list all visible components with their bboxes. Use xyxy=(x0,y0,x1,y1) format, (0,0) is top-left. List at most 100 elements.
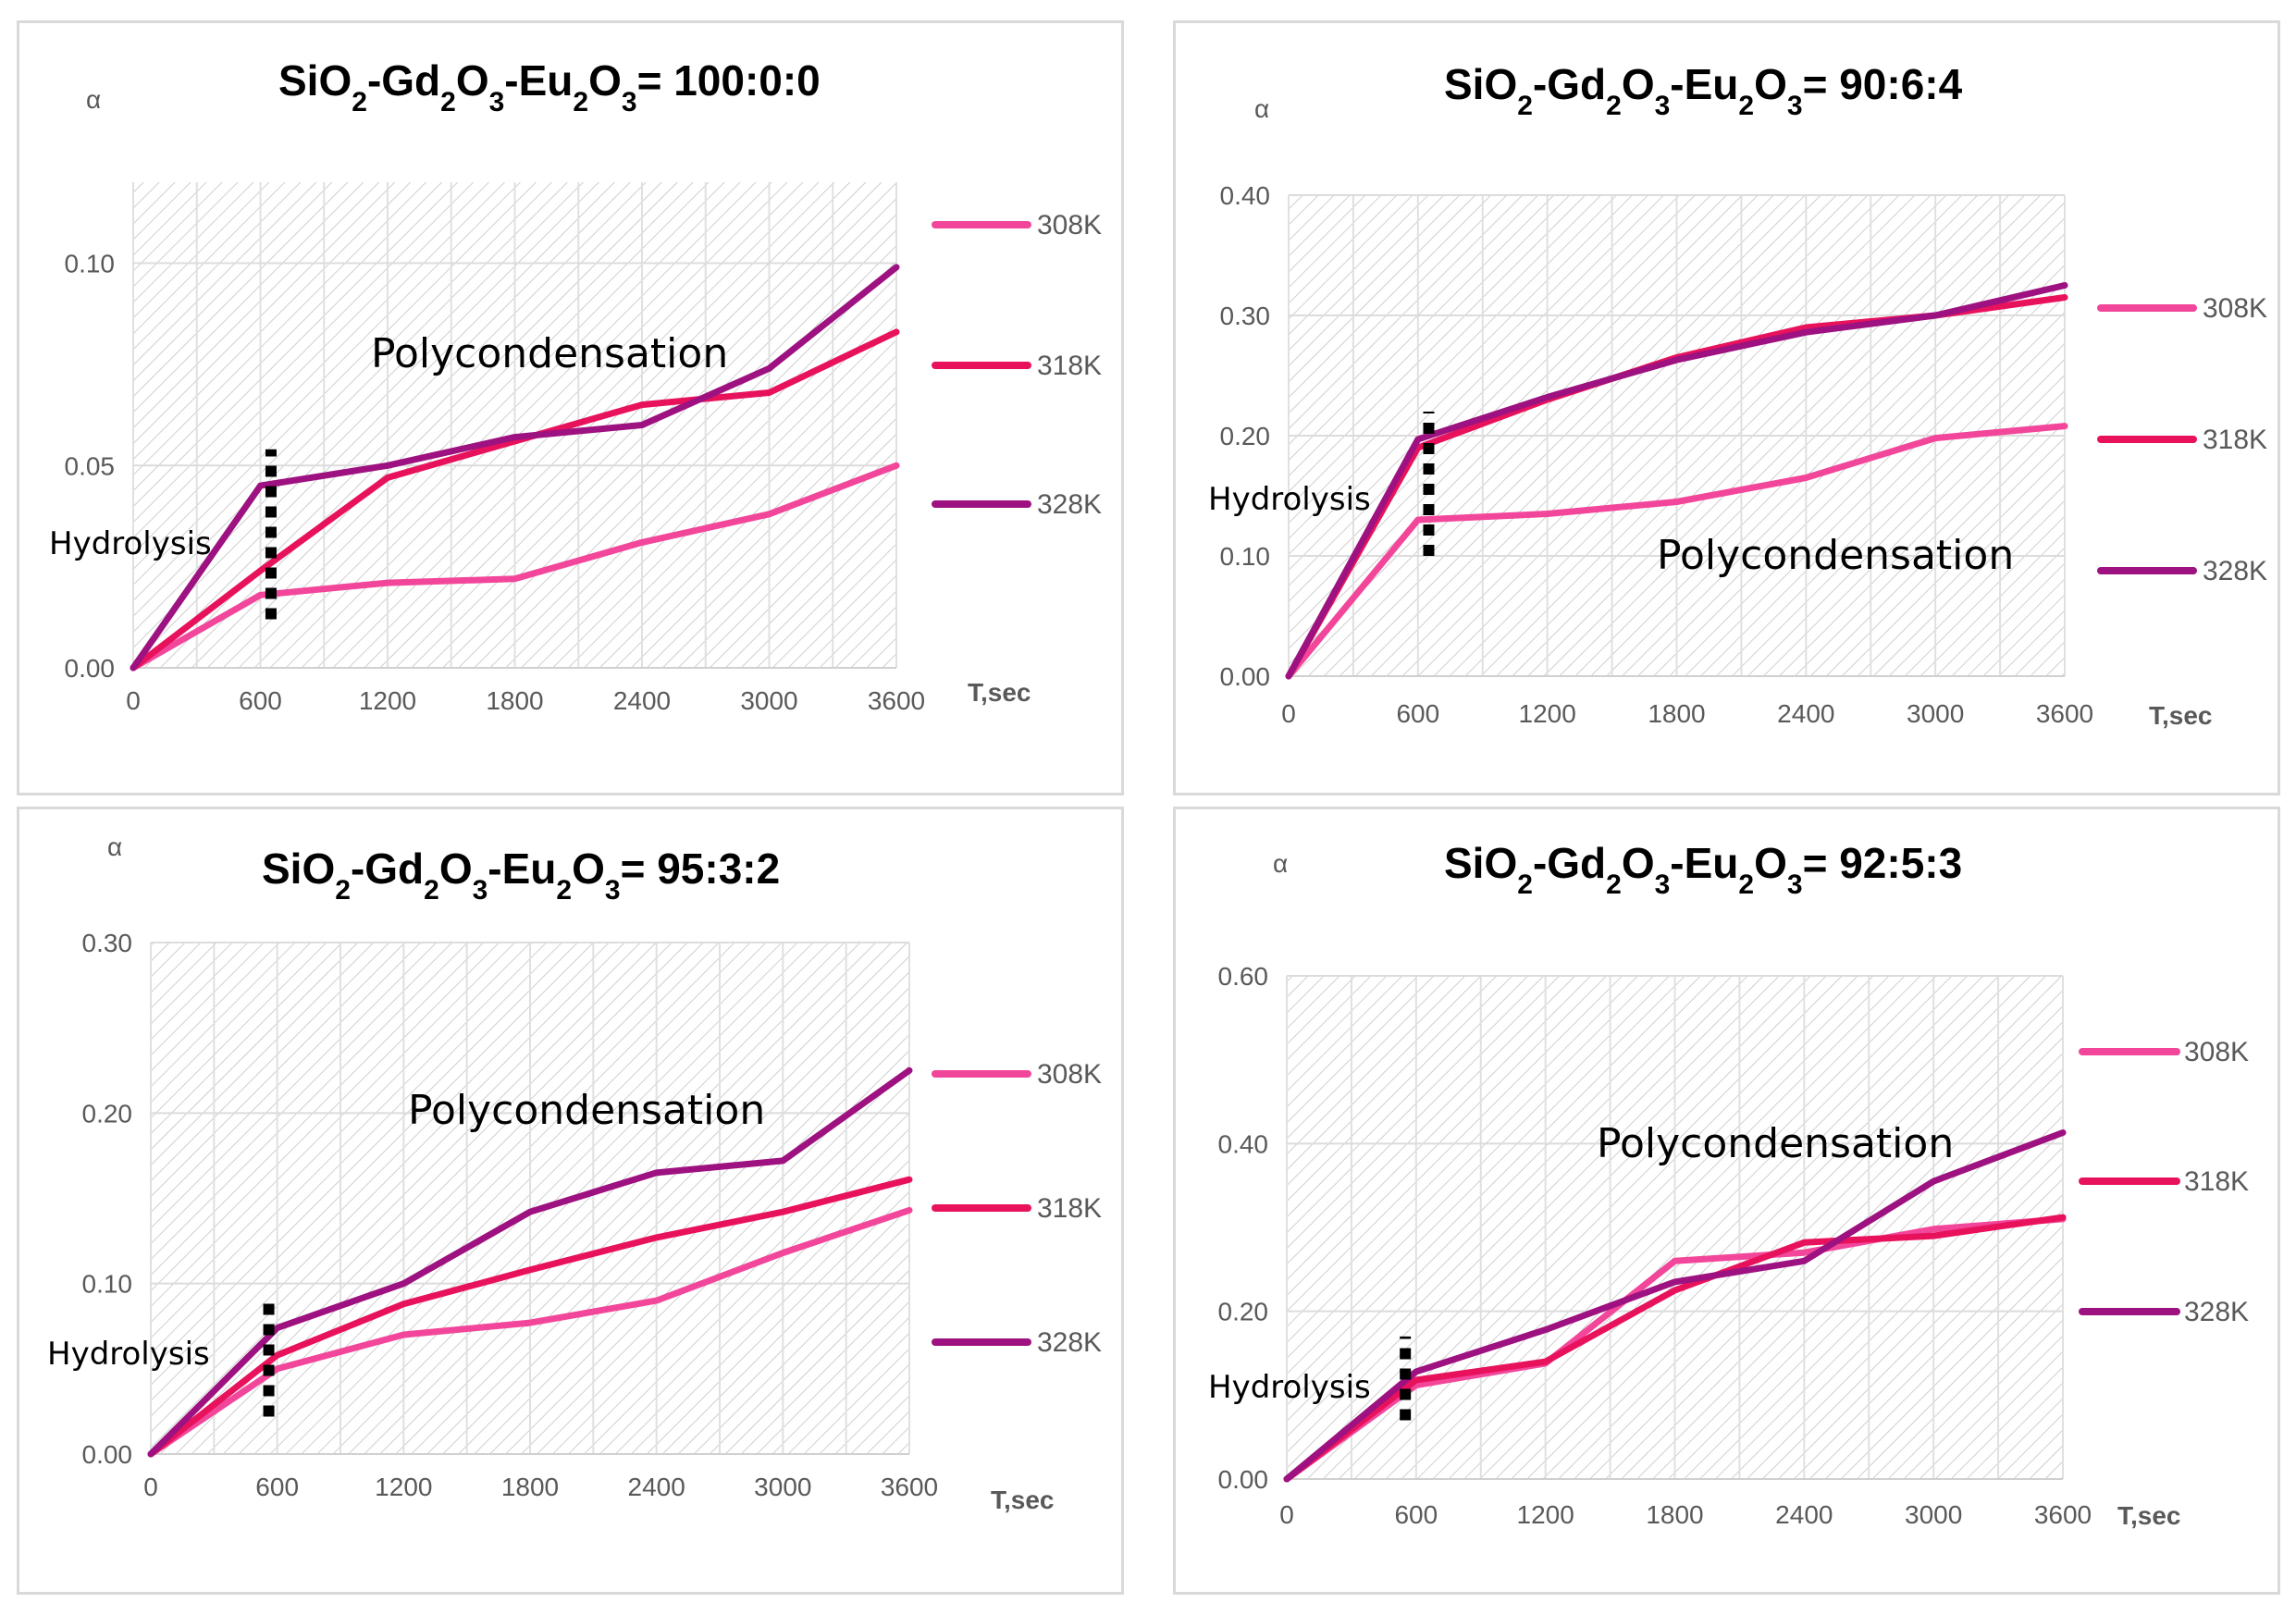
x-tick-label: 3000 xyxy=(754,1473,811,1501)
legend-label-318K: 318K xyxy=(2184,1166,2249,1197)
legend-label-308K: 308K xyxy=(2203,293,2267,324)
y-tick-label: 0.00 xyxy=(1220,662,1271,691)
chart-svg: SiO2-Gd2O3-Eu2O3= 95:3:2 α 0.00 0.10 0.20 0… xyxy=(47,832,1102,1514)
x-tick-label: 3000 xyxy=(1905,1500,1962,1529)
x-tick-label: 1800 xyxy=(486,686,543,715)
y-tick-label: 0.20 xyxy=(82,1099,133,1128)
hydrolysis-label: Hydrolysis xyxy=(1208,1369,1371,1406)
series-group xyxy=(1285,282,2068,680)
grid xyxy=(1288,194,2066,677)
x-tick-label: 3600 xyxy=(2036,699,2093,728)
legend-label-328K: 328K xyxy=(1037,1327,1102,1358)
chart-panel-92-5-3: SiO2-Gd2O3-Eu2O3= 92:5:3 α 0.00 0.20 0.40 0… xyxy=(1173,807,2280,1595)
series-line-318K xyxy=(147,1176,913,1458)
series-line-308K xyxy=(1283,1215,2067,1483)
series-line-328K xyxy=(147,1066,913,1458)
y-tick-label: 0.10 xyxy=(65,250,116,278)
polycondensation-label: Polycondensation xyxy=(371,330,728,377)
polycondensation-label: Polycondensation xyxy=(408,1087,765,1134)
x-tick-label: 2400 xyxy=(613,686,671,715)
hydrolysis-label: Hydrolysis xyxy=(1208,481,1371,518)
polycondensation-label: Polycondensation xyxy=(1597,1120,1954,1167)
y-ticks: 0.00 0.10 0.20 0.30 xyxy=(82,929,133,1469)
x-tick-label: 1200 xyxy=(375,1473,432,1501)
x-axis-label: T,sec xyxy=(968,678,1031,707)
chart-svg: SiO2-Gd2O3-Eu2O3= 90:6:4 α 0.000.100.200… xyxy=(1208,60,2267,730)
x-tick-label: 600 xyxy=(239,686,282,715)
y-ticks: 0.00 0.10 0.20 0.30 0.40 xyxy=(1220,181,1271,691)
x-tick-label: 3600 xyxy=(868,686,925,715)
x-tick-label: 1200 xyxy=(1517,1500,1574,1529)
legend-label-328K: 328K xyxy=(2203,556,2267,586)
legend-label-328K: 328K xyxy=(1037,489,1102,520)
x-tick-label: 600 xyxy=(255,1473,299,1501)
chart-title: SiO2-Gd2O3-Eu2O3= 100:0:0 xyxy=(278,56,821,117)
series-line-308K xyxy=(1285,423,2068,680)
x-tick-label: 1200 xyxy=(1519,699,1576,728)
x-tick-label: 0 xyxy=(126,686,141,715)
y-axis-label: α xyxy=(86,85,101,114)
y-tick-label: 0.20 xyxy=(1218,1298,1269,1326)
chart-panel-90-6-4: SiO2-Gd2O3-Eu2O3= 90:6:4 α 0.00 0.10 0.20 0… xyxy=(1173,20,2280,795)
legend: 308K 318K 328K xyxy=(932,210,1102,520)
legend-label-328K: 328K xyxy=(2184,1297,2249,1327)
series-group xyxy=(1283,1129,2067,1483)
series-line-318K xyxy=(130,328,900,672)
hydrolysis-label: Hydrolysis xyxy=(47,1336,210,1373)
x-tick-label: 0 xyxy=(1279,1500,1294,1529)
x-tick-label: 2400 xyxy=(628,1473,685,1501)
x-tick-label: 2400 xyxy=(1777,699,1834,728)
chart-title: SiO2-Gd2O3-Eu2O3= 95:3:2 xyxy=(262,844,780,906)
series-line-328K xyxy=(1285,282,2068,680)
x-tick-label: 600 xyxy=(1394,1500,1438,1529)
y-tick-label: 0.00 xyxy=(82,1440,133,1469)
x-ticks: 0 600 1200 1800 2400 3000 3600 xyxy=(143,1473,938,1501)
y-tick-label: 0.10 xyxy=(1220,542,1271,571)
y-axis-label: α xyxy=(1254,94,1269,123)
y-tick-label: 0.10 xyxy=(82,1270,133,1299)
y-ticks: 0.00 0.20 0.40 0.60 xyxy=(1218,962,1269,1494)
legend-label-318K: 318K xyxy=(1037,1193,1102,1224)
x-tick-label: 3000 xyxy=(740,686,797,715)
chart-title: SiO2-Gd2O3-Eu2O3= 90:6:4 xyxy=(1444,60,1963,121)
chart-svg: SiO2-Gd2O3-Eu2O3= 92:5:3 α 0.000.200.400… xyxy=(1208,839,2249,1530)
y-tick-label: 0.00 xyxy=(1218,1465,1269,1494)
y-tick-label: 0.20 xyxy=(1220,422,1271,450)
chart-panel-95-3-2: SiO2-Gd2O3-Eu2O3= 95:3:2 α 0.00 0.10 0.20 0… xyxy=(17,807,1124,1595)
chart-title: SiO2-Gd2O3-Eu2O3= 92:5:3 xyxy=(1444,839,1962,900)
series-line-328K xyxy=(130,264,900,672)
series-line-308K xyxy=(147,1206,913,1458)
chart-panel-100-0-0: SiO2-Gd2O3-Eu2O3= 100:0:0 α 0.00 0.05 0.10… xyxy=(17,20,1124,795)
x-axis-label: T,sec xyxy=(991,1486,1055,1514)
legend: 308K 318K 328K xyxy=(2097,293,2267,586)
y-ticks: 0.00 0.05 0.10 xyxy=(65,250,116,684)
series-line-318K xyxy=(1283,1214,2067,1483)
legend-label-308K: 308K xyxy=(1037,210,1102,240)
x-axis-label: T,sec xyxy=(2117,1501,2181,1530)
x-ticks: 0 600 1200 1800 2400 3000 3600 xyxy=(1281,699,2093,728)
y-axis-label: α xyxy=(107,832,122,861)
x-ticks: 0 600 1200 1800 2400 3000 3600 xyxy=(1279,1500,2092,1529)
legend: 308K 318K 328K xyxy=(2079,1037,2249,1327)
x-tick-label: 1800 xyxy=(1648,699,1705,728)
x-tick-label: 1800 xyxy=(501,1473,559,1501)
hydrolysis-label: Hydrolysis xyxy=(49,525,212,562)
x-tick-label: 0 xyxy=(143,1473,158,1501)
legend-label-308K: 308K xyxy=(1037,1059,1102,1090)
legend: 308K 318K 328K xyxy=(932,1059,1102,1358)
x-tick-label: 3600 xyxy=(2034,1500,2092,1529)
x-axis-label: T,sec xyxy=(2149,701,2213,730)
x-tick-label: 2400 xyxy=(1775,1500,1833,1529)
x-tick-label: 3000 xyxy=(1907,699,1964,728)
legend-label-318K: 318K xyxy=(2203,425,2267,455)
grid xyxy=(132,182,897,669)
x-tick-label: 600 xyxy=(1396,699,1439,728)
y-tick-label: 0.05 xyxy=(65,451,116,480)
chart-svg: SiO2-Gd2O3-Eu2O3= 100:0:0 α 0.00 0.05 0.10… xyxy=(49,56,1102,715)
legend-label-308K: 308K xyxy=(2184,1037,2249,1067)
x-tick-label: 1200 xyxy=(359,686,416,715)
y-tick-label: 0.40 xyxy=(1218,1129,1269,1158)
legend-label-318K: 318K xyxy=(1037,351,1102,381)
series-group xyxy=(147,1066,913,1458)
x-ticks: 0 600 1200 1800 2400 3000 3600 xyxy=(126,686,925,715)
